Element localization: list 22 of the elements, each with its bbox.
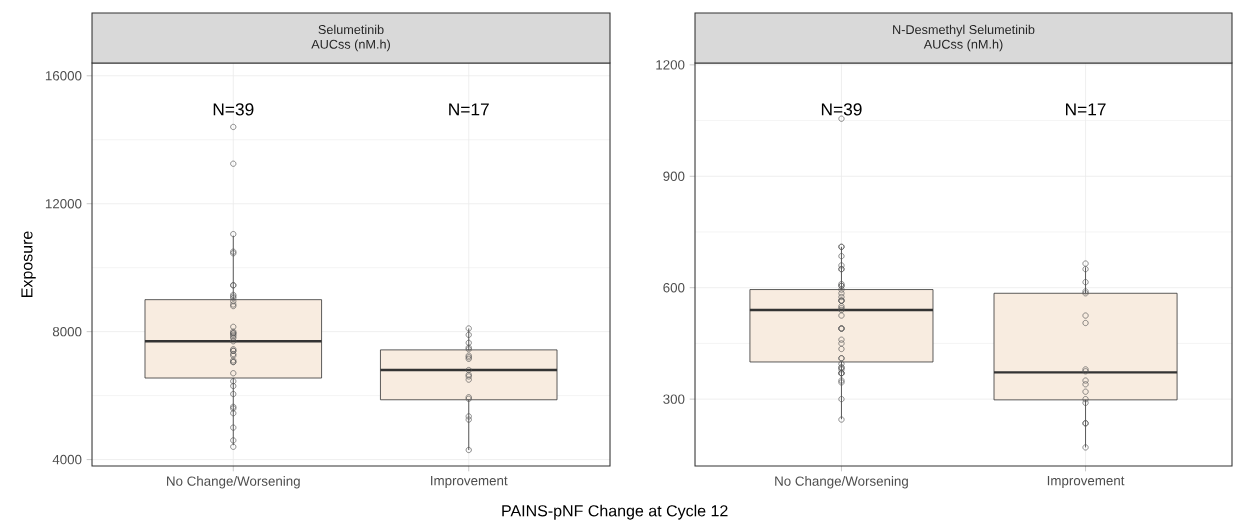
y-tick-label: 4000: [52, 454, 82, 465]
annotation: N=17: [449, 103, 489, 116]
x-tick-label: No Change/Worsening: [167, 475, 300, 489]
x-tick-label: Improvement: [1047, 475, 1125, 488]
annotation: N=39: [213, 103, 254, 116]
x-axis-title: PAINS-pNF Change at Cycle 12: [502, 504, 728, 520]
annotation: N=17: [1066, 103, 1106, 116]
y-tick-label: 900: [663, 171, 685, 181]
x-tick-label: Improvement: [431, 475, 508, 488]
y-axis-title: Exposure: [21, 231, 36, 297]
y-tick-label: 12000: [45, 198, 82, 209]
chart-subtitle: AUCss (nM.h): [311, 39, 390, 52]
chart-title: N-Desmethyl Selumetinib: [893, 24, 1035, 37]
y-tick-label: 16000: [45, 71, 82, 81]
x-tick-label: No Change/Worsening: [775, 475, 908, 489]
chart-subtitle: AUCss (nM.h): [923, 39, 1003, 52]
y-tick-label: 8000: [52, 326, 82, 337]
y-tick-label: 1200: [656, 60, 685, 70]
chart-title: Selumetinib: [318, 24, 384, 35]
y-tick-label: 300: [663, 394, 685, 404]
annotation: N=39: [821, 103, 862, 116]
y-tick-label: 600: [663, 282, 685, 293]
